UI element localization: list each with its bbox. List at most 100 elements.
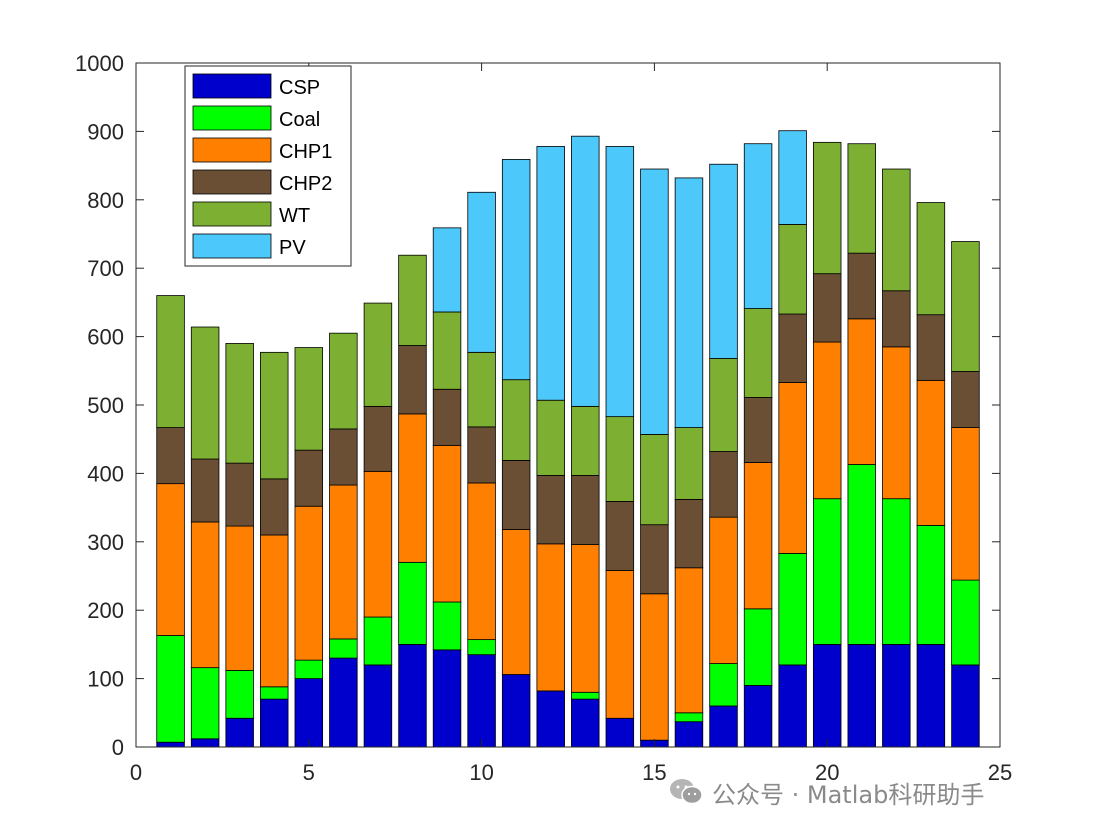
bar-chp1-3 [225,525,254,671]
x-tick-label: 20 [815,760,839,785]
watermark-text: 公众号 · Matlab科研助手 [712,780,985,809]
bar-chp2-6 [329,428,358,486]
y-tick-label: 600 [87,325,124,350]
bar-chp2-17 [709,451,738,518]
bar-csp-6 [329,657,358,748]
bar-wt-15 [640,434,669,526]
wechat-icon [670,779,703,805]
bar-wt-23 [916,202,946,316]
bar-wt-24 [951,241,980,372]
bar-csp-7 [363,664,393,748]
x-tick-label: 0 [130,760,142,785]
bar-csp-4 [260,698,289,748]
bar-coal-19 [778,553,807,666]
bar-chp2-22 [882,290,911,348]
y-tick-label: 900 [87,119,124,144]
bar-csp-19 [778,664,807,748]
bar-chp2-20 [812,273,842,343]
bar-wt-11 [501,379,531,461]
bar-chp2-13 [571,475,600,545]
bar-pv-14 [605,146,635,418]
bar-chp1-20 [812,341,842,500]
bar-chp1-9 [432,444,462,603]
bar-wt-5 [294,347,324,451]
x-tick-label: 10 [469,760,493,785]
legend-swatch-coal [192,105,272,131]
bar-chp1-22 [882,346,911,500]
bar-chp1-4 [260,534,289,688]
bar-chp2-19 [778,313,807,383]
y-tick-label: 800 [87,188,124,213]
bar-chp1-10 [467,482,496,641]
legend-label-pv: PV [279,237,306,259]
bar-coal-16 [674,712,704,723]
bar-coal-21 [847,464,876,645]
bar-wt-21 [847,143,876,254]
bar-coal-7 [363,616,393,666]
bar-wt-14 [605,416,635,502]
bar-wt-18 [743,308,773,398]
bar-csp-21 [847,644,876,748]
bar-pv-19 [778,130,807,225]
bar-chp2-12 [536,475,565,545]
legend-swatch-csp [192,73,272,99]
bar-wt-7 [363,302,393,407]
bar-csp-10 [467,654,496,748]
bar-wt-19 [778,224,807,315]
bar-chp1-17 [709,516,738,664]
bar-chp1-18 [743,462,773,610]
bar-coal-17 [709,663,738,707]
bar-wt-12 [536,399,565,476]
bar-pv-15 [640,168,669,435]
bar-chp1-1 [156,483,185,636]
bar-csp-13 [571,698,600,748]
y-tick-label: 1000 [75,51,124,76]
bar-pv-13 [571,135,600,407]
bar-pv-9 [432,227,462,313]
bar-coal-4 [260,686,289,700]
bar-coal-3 [225,669,254,719]
legend-label-coal: Coal [279,109,320,131]
bar-chp2-2 [190,458,220,523]
bar-pv-16 [674,177,704,428]
bar-wt-17 [709,358,738,452]
bar-chp2-23 [916,314,946,381]
bar-wt-16 [674,427,704,500]
bar-coal-24 [951,579,980,666]
bar-pv-10 [467,191,496,353]
bar-chp1-21 [847,318,876,465]
x-tick-label: 25 [988,760,1012,785]
bar-chp1-15 [640,593,669,741]
legend-label-chp2: CHP2 [279,173,332,195]
bar-chp2-16 [674,498,704,569]
bar-coal-13 [571,691,600,700]
y-tick-label: 400 [87,461,124,486]
watermark: 公众号 · Matlab科研助手 [668,772,984,812]
bar-chp1-8 [398,413,427,563]
bar-wt-6 [329,332,358,430]
bar-csp-2 [190,738,220,748]
bar-pv-11 [501,159,531,381]
bar-chp2-14 [605,501,635,571]
bar-chp2-9 [432,388,462,446]
bar-coal-8 [398,561,427,645]
bar-chp2-10 [467,426,496,484]
x-tick-label: 15 [642,760,666,785]
bar-pv-18 [743,143,773,309]
legend-swatch-chp2 [192,169,272,195]
bar-csp-16 [674,721,704,748]
legend-swatch-pv [192,233,272,259]
bar-csp-20 [812,644,842,748]
bar-csp-1 [156,741,185,748]
y-tick-label: 300 [87,530,124,555]
bar-coal-23 [916,524,946,645]
bar-coal-6 [329,638,358,659]
x-tick-label: 5 [303,760,315,785]
bar-chp1-13 [571,544,600,693]
bar-wt-9 [432,311,462,390]
bar-wt-20 [812,141,842,275]
bar-csp-18 [743,685,773,748]
bar-csp-8 [398,644,427,748]
bar-wt-2 [190,326,220,460]
